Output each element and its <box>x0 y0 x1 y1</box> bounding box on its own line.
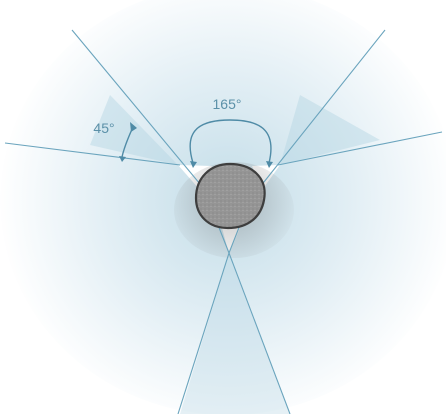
ray-left-horizontal <box>4 142 181 166</box>
obtuse-arc-arrow-left <box>190 161 197 168</box>
acute-angle-label: 45° <box>93 120 114 136</box>
ray-right-diagonal <box>255 29 386 193</box>
obtuse-arc-arrow-right <box>266 161 273 168</box>
stone <box>194 162 266 230</box>
ray-bottom-right <box>228 252 291 414</box>
ray-right-horizontal <box>277 131 443 166</box>
obtuse-angle-label: 165° <box>213 96 242 112</box>
ray-bottom-left-inner <box>217 224 230 254</box>
ray-left-diagonal <box>71 29 206 191</box>
bottom-wedge <box>180 254 290 414</box>
acute-arc-arrow-top <box>130 122 137 132</box>
ray-bottom-left <box>177 252 230 414</box>
right-wedge <box>280 95 380 165</box>
ray-bottom-right-inner <box>228 224 241 254</box>
obtuse-angle-arc <box>189 119 272 164</box>
acute-arc-arrow-bottom <box>119 156 126 162</box>
